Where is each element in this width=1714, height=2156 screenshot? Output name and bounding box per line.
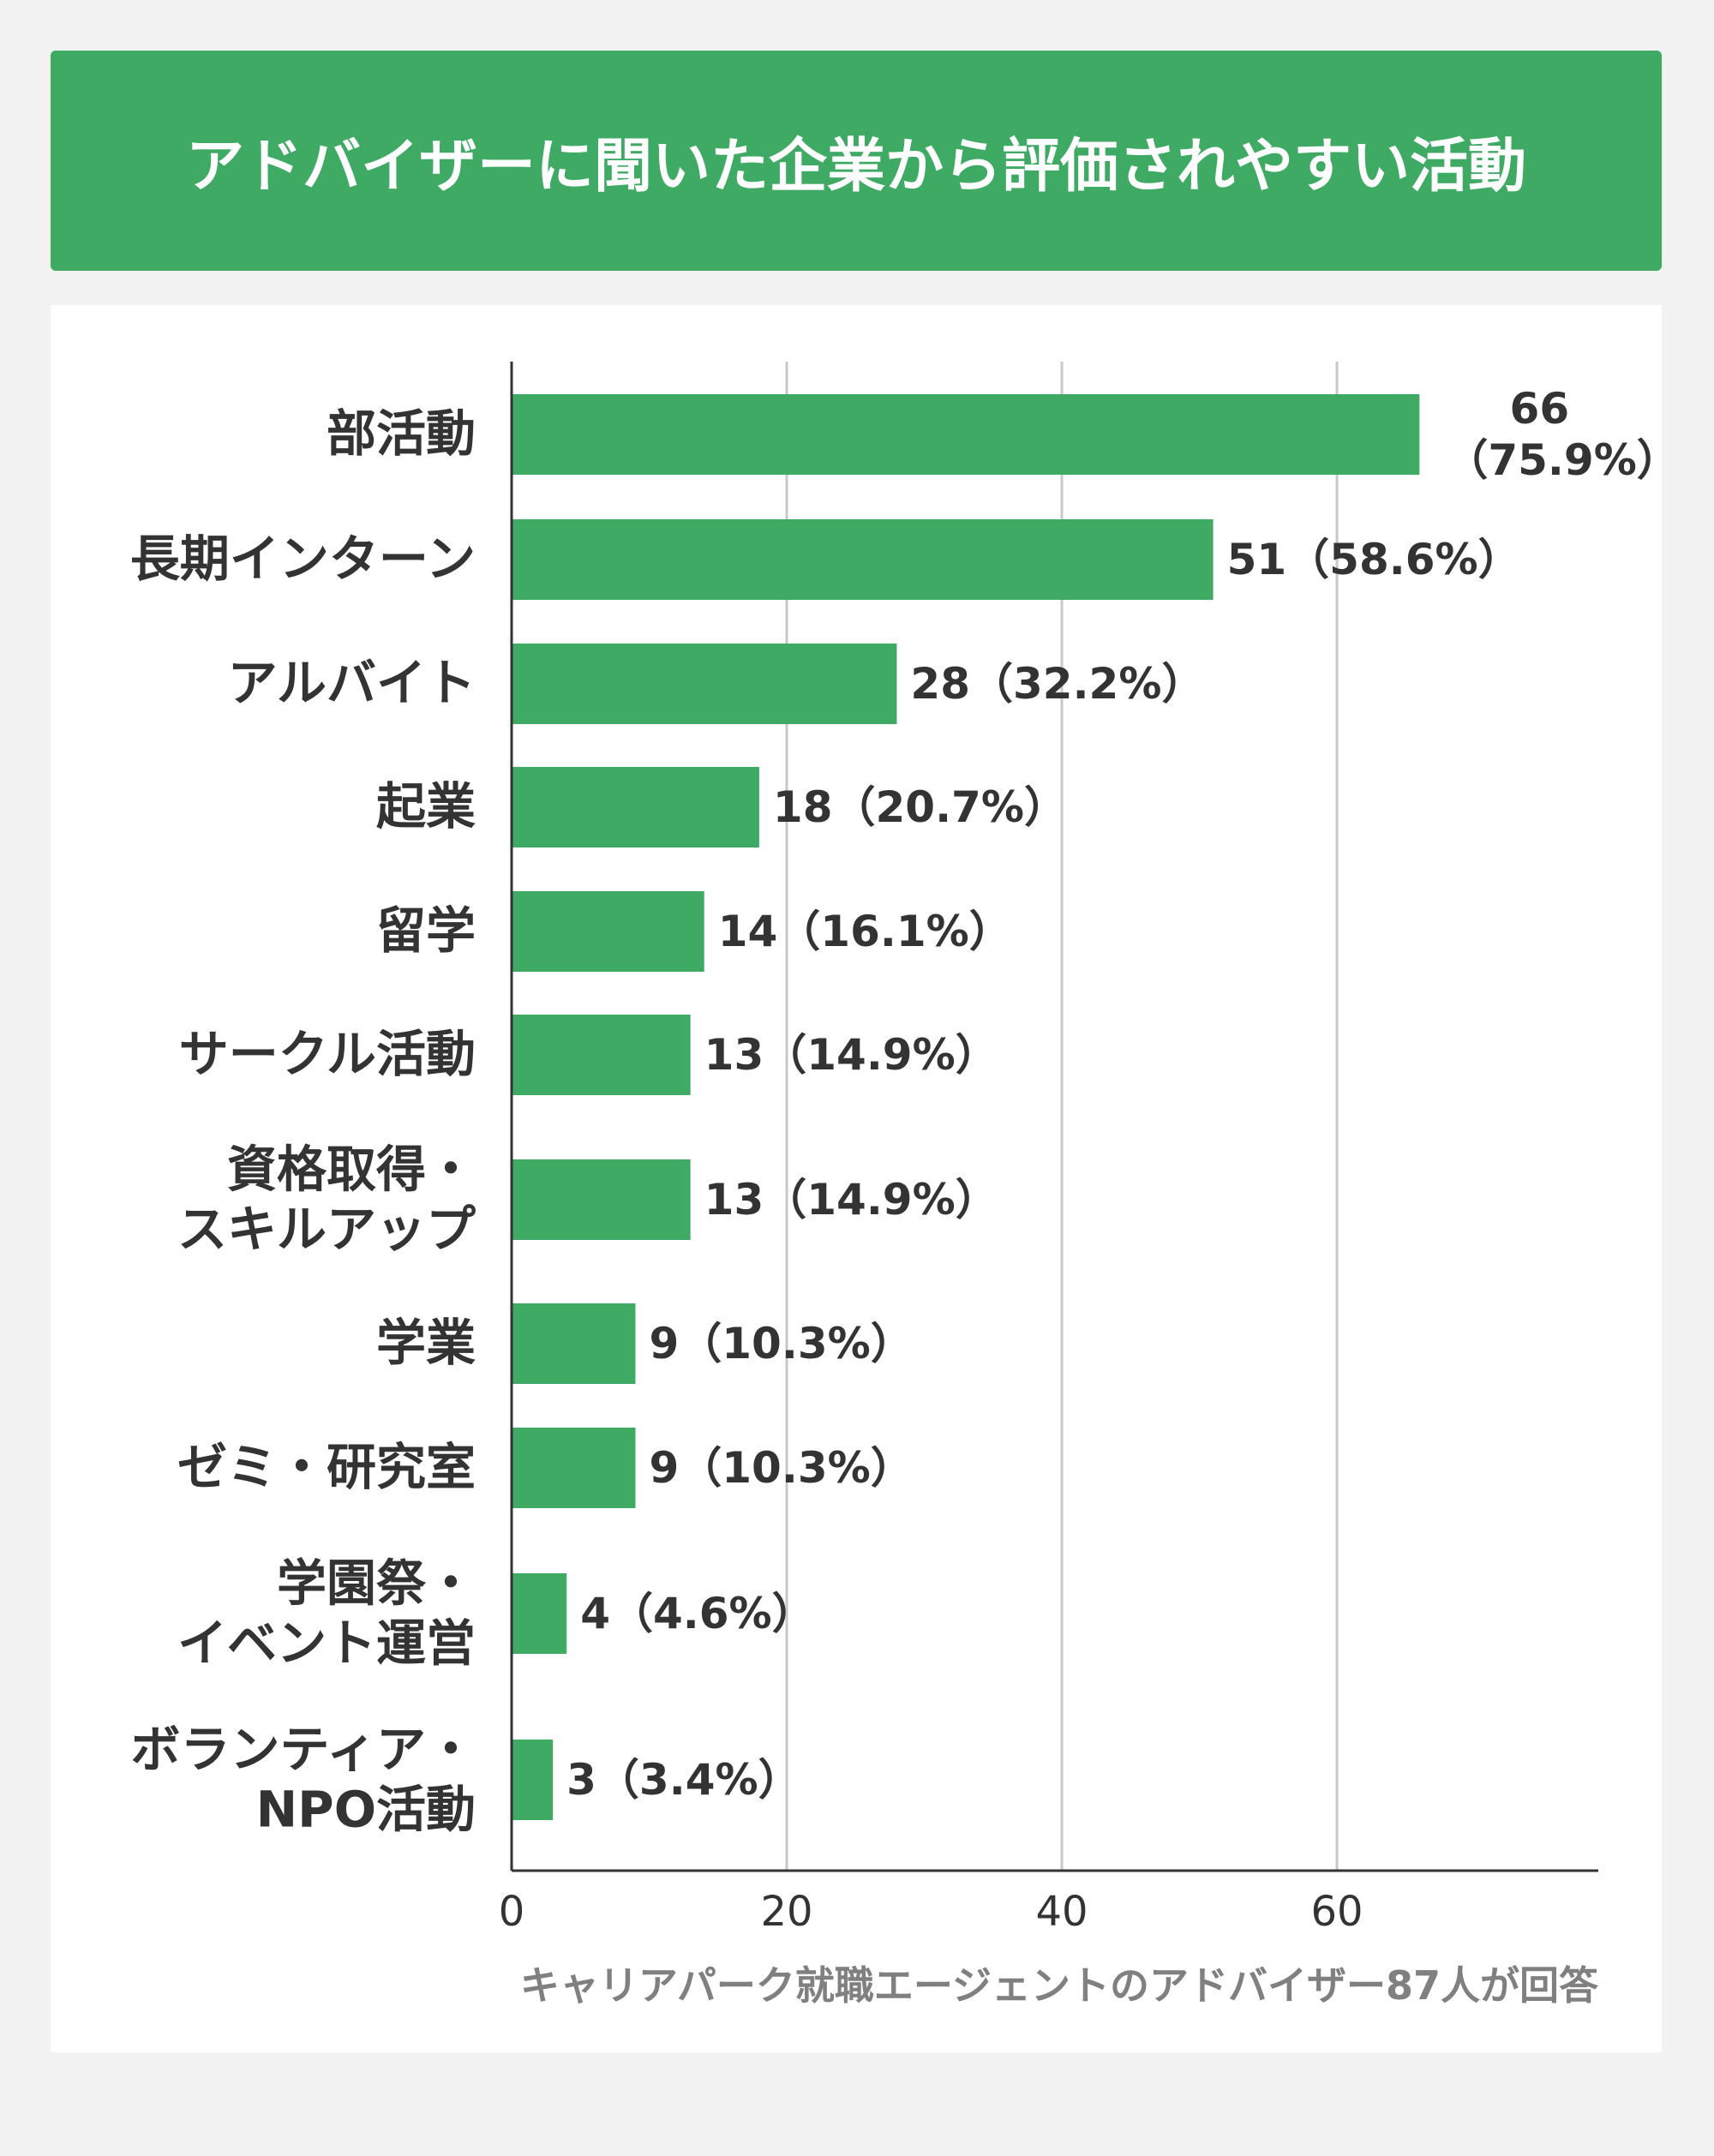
bar bbox=[512, 394, 1420, 475]
category-label: 起業 bbox=[375, 777, 476, 836]
bar bbox=[512, 1015, 691, 1095]
value-label: 9（10.3%） bbox=[649, 1443, 914, 1493]
category-label: アルバイト bbox=[227, 654, 476, 713]
x-tick-label: 60 bbox=[1310, 1888, 1363, 1936]
bar bbox=[512, 1159, 691, 1240]
category-label: 部活動 bbox=[326, 404, 476, 464]
bar bbox=[512, 767, 759, 847]
x-tick-label: 20 bbox=[760, 1888, 813, 1936]
bar bbox=[512, 644, 897, 724]
value-label: 28（32.2%） bbox=[910, 659, 1205, 709]
category-label: 学園祭・ イベント運営 bbox=[177, 1554, 476, 1672]
category-label: ボランティア・ NPO活動 bbox=[130, 1720, 476, 1838]
bar bbox=[512, 519, 1214, 600]
bar bbox=[512, 1428, 636, 1508]
value-label: 13（14.9%） bbox=[704, 1030, 998, 1080]
value-label: 18（20.7%） bbox=[772, 782, 1067, 832]
value-label: 9（10.3%） bbox=[649, 1319, 914, 1368]
value-label: 66 （75.9%） bbox=[1445, 384, 1680, 485]
bar bbox=[512, 1573, 567, 1654]
value-label: 4（4.6%） bbox=[580, 1589, 815, 1638]
category-label: 留学 bbox=[375, 901, 476, 961]
value-label: 3（3.4%） bbox=[566, 1755, 801, 1805]
category-label: ゼミ・研究室 bbox=[177, 1438, 476, 1497]
bar bbox=[512, 1303, 636, 1384]
category-label: 資格取得・ スキルアップ bbox=[177, 1140, 476, 1258]
x-tick-label: 0 bbox=[498, 1888, 525, 1936]
value-label: 14（16.1%） bbox=[717, 907, 1012, 956]
category-label: 長期インターン bbox=[129, 530, 476, 589]
category-label: 学業 bbox=[375, 1314, 476, 1373]
bar bbox=[512, 1740, 554, 1820]
bar bbox=[512, 891, 704, 972]
category-label: サークル活動 bbox=[178, 1025, 476, 1084]
value-label: 51（58.6%） bbox=[1226, 535, 1521, 584]
note: キャリアパーク就職エージェントのアドバイザー87人が回答 bbox=[519, 1962, 1598, 2009]
chart-title: アドバイザーに聞いた企業から評価されやすい活動 bbox=[51, 51, 1662, 271]
value-label: 13（14.9%） bbox=[704, 1175, 998, 1225]
x-tick-label: 40 bbox=[1035, 1888, 1088, 1936]
